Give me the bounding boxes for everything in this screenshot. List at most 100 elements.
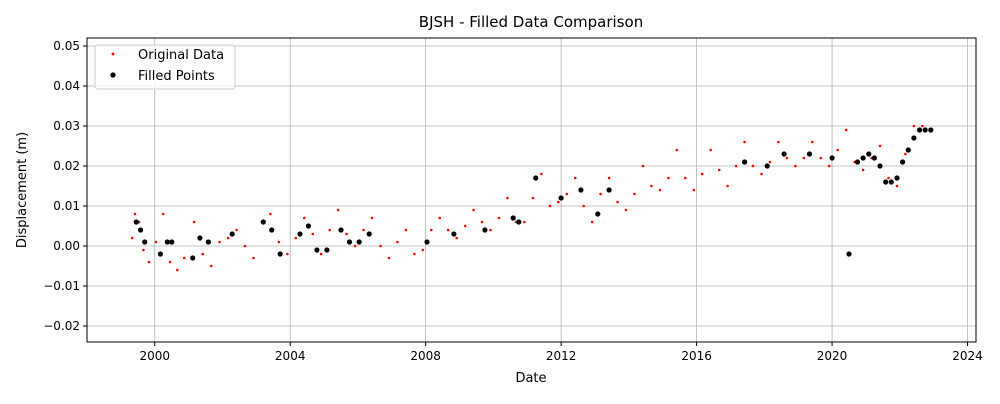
x-tick-label: 2008 xyxy=(410,349,441,363)
original-data-point xyxy=(921,124,924,128)
original-data-point xyxy=(895,184,899,188)
filled-data-point xyxy=(260,219,266,225)
original-data-point xyxy=(531,196,535,200)
original-data-point xyxy=(692,188,696,192)
original-data-point xyxy=(336,208,340,212)
filled-data-point xyxy=(346,239,353,245)
x-axis-label: Date xyxy=(515,371,546,386)
filled-data-point xyxy=(314,247,320,253)
filled-data-point xyxy=(578,187,584,193)
filled-data-point xyxy=(305,223,311,229)
filled-data-point xyxy=(742,159,748,165)
original-data-point xyxy=(590,220,594,224)
original-data-point xyxy=(489,228,492,232)
original-data-point xyxy=(252,256,255,260)
filled-data-point xyxy=(297,231,303,237)
original-data-point xyxy=(303,216,306,220)
original-data-point xyxy=(633,192,636,196)
original-data-point xyxy=(319,252,323,256)
original-data-point xyxy=(243,244,247,248)
x-tick-label: 2012 xyxy=(546,349,577,363)
filled-data-point xyxy=(917,127,923,133)
filled-data-point xyxy=(157,251,163,257)
original-data-point xyxy=(557,200,560,204)
original-data-point xyxy=(294,236,298,240)
original-data-point xyxy=(836,148,839,152)
filled-data-point xyxy=(883,179,889,185)
original-data-point xyxy=(345,232,348,236)
legend-box xyxy=(94,44,236,90)
original-data-point xyxy=(726,184,729,188)
y-axis-label: Displacement (m) xyxy=(15,132,30,248)
original-data-point xyxy=(370,216,374,220)
series-original-data xyxy=(130,124,933,272)
original-data-point xyxy=(430,228,433,232)
filled-data-point xyxy=(138,227,144,233)
original-data-point xyxy=(684,176,687,180)
original-data-point xyxy=(168,260,172,264)
original-data-point xyxy=(379,244,382,248)
original-data-point xyxy=(582,204,585,208)
filled-data-point xyxy=(846,251,852,257)
y-tick-label: 0.02 xyxy=(53,159,80,173)
original-data-point xyxy=(540,172,543,176)
filled-data-point xyxy=(764,163,770,169)
plot-frame xyxy=(86,37,977,343)
original-data-point xyxy=(226,236,230,240)
original-data-point xyxy=(734,164,738,168)
filled-data-point xyxy=(894,175,900,181)
x-tick-label: 2020 xyxy=(817,349,848,363)
original-data-point xyxy=(878,144,882,148)
x-tick-label: 2004 xyxy=(275,349,306,363)
filled-data-point xyxy=(356,239,362,245)
filled-data-point xyxy=(451,231,457,237)
original-data-point xyxy=(277,240,281,244)
chart-title: BJSH - Filled Data Comparison xyxy=(419,13,643,31)
filled-data-point xyxy=(197,235,203,241)
filled-data-point xyxy=(928,127,934,133)
filled-data-point xyxy=(860,155,866,161)
original-data-point xyxy=(861,168,865,172)
original-data-point xyxy=(675,148,679,152)
original-data-point xyxy=(480,220,484,224)
original-data-point xyxy=(844,128,848,132)
filled-data-point xyxy=(338,227,344,233)
filled-data-point xyxy=(424,239,430,245)
original-data-point xyxy=(658,188,662,192)
original-data-point xyxy=(700,172,704,176)
original-data-point xyxy=(192,220,196,224)
filled-data-point xyxy=(854,159,861,165)
filled-data-point xyxy=(229,231,235,237)
filled-data-point xyxy=(516,219,522,225)
filled-data-point xyxy=(911,135,917,141)
original-data-point xyxy=(760,172,763,176)
original-data-point xyxy=(743,140,746,144)
y-tick-label: 0.01 xyxy=(53,199,80,213)
original-data-point xyxy=(523,220,526,224)
filled-data-point xyxy=(595,211,601,217)
original-data-point xyxy=(130,236,134,240)
filled-data-point xyxy=(142,239,148,245)
original-data-point xyxy=(362,228,365,232)
filled-data-point xyxy=(269,227,275,233)
original-data-point xyxy=(176,268,179,272)
x-tick-label: 2016 xyxy=(681,349,712,363)
original-data-point xyxy=(709,148,712,152)
legend-label-original: Original Data xyxy=(138,48,224,63)
original-data-point xyxy=(353,244,357,248)
original-data-point xyxy=(147,260,151,264)
original-data-point xyxy=(396,240,399,244)
legend-marker-filled xyxy=(110,72,116,78)
original-data-point xyxy=(218,240,221,244)
original-data-point xyxy=(573,176,577,180)
original-data-point xyxy=(387,256,391,260)
original-data-point xyxy=(142,248,145,252)
filled-data-point xyxy=(482,227,488,233)
original-data-point xyxy=(794,164,797,168)
filled-data-point xyxy=(324,247,330,253)
filled-data-point xyxy=(829,155,835,161)
y-tick-label: 0.00 xyxy=(53,239,80,253)
data-points xyxy=(130,124,934,272)
filled-data-point xyxy=(866,151,872,157)
